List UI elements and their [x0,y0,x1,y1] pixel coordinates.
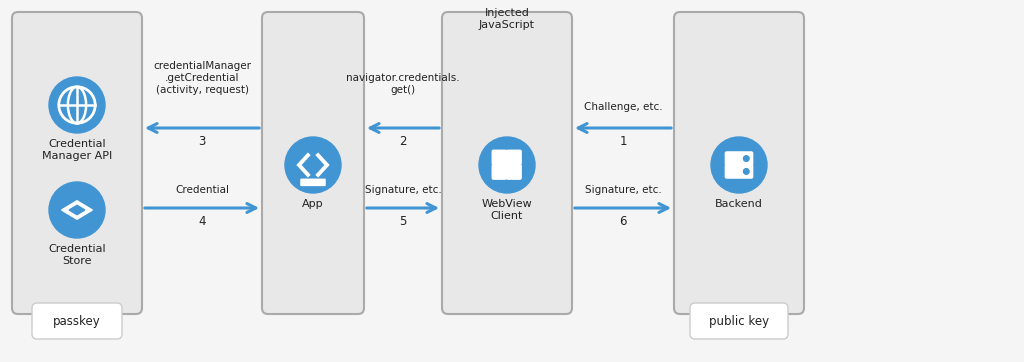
FancyBboxPatch shape [690,303,788,339]
Text: Signature, etc.: Signature, etc. [585,185,662,195]
Text: 6: 6 [620,215,627,228]
Circle shape [49,77,105,133]
FancyBboxPatch shape [725,151,754,166]
Text: 2: 2 [399,135,407,148]
FancyBboxPatch shape [506,150,522,165]
Text: passkey: passkey [53,315,101,328]
Polygon shape [61,201,92,219]
FancyBboxPatch shape [506,164,522,180]
Text: Backend: Backend [715,199,763,209]
Text: Signature, etc.: Signature, etc. [365,185,441,195]
FancyBboxPatch shape [262,12,364,314]
FancyBboxPatch shape [492,164,507,180]
Polygon shape [70,205,85,215]
Text: Credential
Store: Credential Store [48,244,105,266]
Text: 4: 4 [199,215,206,228]
FancyBboxPatch shape [725,164,754,179]
FancyBboxPatch shape [12,12,142,314]
Circle shape [479,137,535,193]
Text: App: App [302,199,324,209]
FancyBboxPatch shape [442,12,572,314]
Text: Credential
Manager API: Credential Manager API [42,139,112,161]
Text: WebView
Client: WebView Client [481,199,532,222]
Circle shape [285,137,341,193]
Text: 5: 5 [399,215,407,228]
Text: Challenge, etc.: Challenge, etc. [584,102,663,112]
FancyBboxPatch shape [300,178,326,186]
Text: credentialManager
.getCredential
(activity, request): credentialManager .getCredential (activi… [153,61,251,95]
Text: Injected
JavaScript: Injected JavaScript [479,8,535,30]
FancyBboxPatch shape [492,150,507,165]
Circle shape [743,169,750,174]
FancyBboxPatch shape [32,303,122,339]
Text: public key: public key [709,315,769,328]
FancyBboxPatch shape [674,12,804,314]
Circle shape [49,182,105,238]
Circle shape [743,156,750,161]
Text: 1: 1 [620,135,627,148]
Text: 3: 3 [199,135,206,148]
Circle shape [711,137,767,193]
Text: Credential: Credential [175,185,229,195]
Text: navigator.credentials.
get(): navigator.credentials. get() [346,73,460,95]
